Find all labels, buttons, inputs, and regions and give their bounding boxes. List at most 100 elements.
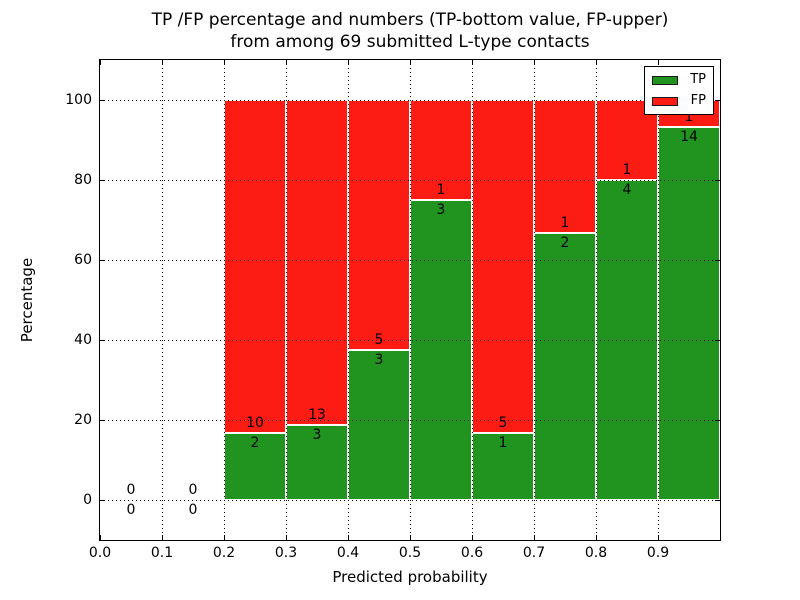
y-tick-label: 40 <box>74 332 92 348</box>
bar-segment-tp <box>410 200 472 500</box>
tick-mark-top <box>100 60 101 65</box>
y-tick-label: 80 <box>74 172 92 188</box>
tick-mark-top <box>348 60 349 65</box>
bar-segment-fp <box>472 100 534 434</box>
bar-count-tp: 0 <box>188 502 198 518</box>
bar-count-tp: 14 <box>680 128 698 145</box>
bar-count-tp: 1 <box>498 435 508 452</box>
x-tick-label: 0.5 <box>398 545 422 561</box>
bar-count-fp: 0 <box>126 482 136 498</box>
bar-segment-tp <box>658 126 720 500</box>
bar-segment-fp <box>286 100 348 425</box>
tick-mark-top <box>596 60 597 65</box>
x-axis-label: Predicted probability <box>332 568 488 586</box>
bar-segment-fp <box>224 100 286 434</box>
tick-mark-top <box>472 60 473 65</box>
tick-mark-bottom <box>348 535 349 540</box>
x-tick-label: 0.7 <box>522 545 546 561</box>
tick-mark-right <box>715 260 720 261</box>
bar-count-fp: 1 <box>560 215 570 232</box>
tick-mark-bottom <box>100 535 101 540</box>
x-tick-label: 0.0 <box>88 545 112 561</box>
tick-mark-top <box>658 60 659 65</box>
tick-mark-right <box>715 420 720 421</box>
bar-count-fp: 1 <box>622 162 632 178</box>
gridline-x <box>472 60 473 540</box>
bar-count-tp: 4 <box>622 182 632 198</box>
tick-mark-left <box>100 100 105 101</box>
bar-segment-tp <box>286 425 348 500</box>
gridline-x <box>286 60 287 540</box>
legend-label-tp: TP <box>690 72 706 87</box>
x-tick-label: 0.3 <box>274 545 298 561</box>
tick-mark-bottom <box>224 535 225 540</box>
y-tick-label: 60 <box>74 252 92 268</box>
tick-mark-left <box>100 260 105 261</box>
bar-count-fp: 1 <box>684 108 694 125</box>
bar-count-tp: 3 <box>312 427 322 443</box>
bar-segment-tp <box>534 233 596 500</box>
tick-mark-left <box>100 420 105 421</box>
x-tick-label: 0.6 <box>460 545 484 561</box>
tick-mark-bottom <box>534 535 535 540</box>
bar-count-tp: 2 <box>560 235 570 252</box>
bar-count-tp: 2 <box>250 435 260 452</box>
gridline-x <box>410 60 411 540</box>
bar-count-fp: 10 <box>246 415 264 432</box>
title-line-1: TP /FP percentage and numbers (TP-bottom… <box>151 10 669 30</box>
tick-mark-bottom <box>162 535 163 540</box>
tick-mark-right <box>715 180 720 181</box>
tick-mark-right <box>715 340 720 341</box>
bar-count-fp: 5 <box>498 415 508 432</box>
tick-mark-left <box>100 180 105 181</box>
legend-row-fp: FP <box>652 94 706 108</box>
x-tick-label: 0.4 <box>336 545 360 561</box>
plot-area: TP FP 0 0 0 0 10 2 13 3 5 3 1 3 5 1 1 2 1 4 1 14 <box>99 59 721 541</box>
bar-count-fp: 1 <box>436 182 446 198</box>
legend-row-tp: TP <box>652 73 706 87</box>
gridline-x <box>348 60 349 540</box>
y-axis-label: Percentage <box>18 257 36 343</box>
gridline-x <box>224 60 225 540</box>
chart-title: TP /FP percentage and numbers (TP-bottom… <box>100 9 720 53</box>
tick-mark-left <box>100 340 105 341</box>
tick-mark-bottom <box>596 535 597 540</box>
legend: TP FP <box>644 66 714 115</box>
bar-count-fp: 0 <box>188 482 198 498</box>
bar-segment-tp <box>472 433 534 500</box>
tick-mark-bottom <box>410 535 411 540</box>
x-tick-label: 0.2 <box>212 545 236 561</box>
bar-segment-tp <box>224 433 286 500</box>
bar-segment-fp <box>348 100 410 350</box>
tick-mark-bottom <box>286 535 287 540</box>
tick-mark-right <box>715 500 720 501</box>
bar-segment-tp <box>348 350 410 500</box>
tick-mark-top <box>224 60 225 65</box>
tick-mark-top <box>162 60 163 65</box>
x-tick-label: 0.9 <box>646 545 670 561</box>
legend-swatch-fp <box>652 96 678 106</box>
y-tick-label: 100 <box>65 92 92 108</box>
legend-swatch-tp <box>652 75 678 85</box>
x-tick-label: 0.8 <box>584 545 608 561</box>
bar-count-fp: 5 <box>374 332 384 348</box>
bar-count-tp: 3 <box>374 352 384 368</box>
gridline-x <box>596 60 597 540</box>
tick-mark-top <box>410 60 411 65</box>
tick-mark-bottom <box>472 535 473 540</box>
title-line-2: from among 69 submitted L-type contacts <box>230 32 590 52</box>
tick-mark-bottom <box>658 535 659 540</box>
y-tick-label: 20 <box>74 412 92 428</box>
tick-mark-right <box>715 100 720 101</box>
gridline-x <box>658 60 659 540</box>
bar-count-tp: 0 <box>126 502 136 518</box>
y-tick-label: 0 <box>83 492 92 508</box>
bar-count-fp: 13 <box>308 407 326 423</box>
bar-segment-fp <box>534 100 596 234</box>
legend-label-fp: FP <box>690 93 706 108</box>
tick-mark-left <box>100 500 105 501</box>
tick-mark-top <box>534 60 535 65</box>
gridline-x <box>162 60 163 540</box>
gridline-x <box>534 60 535 540</box>
